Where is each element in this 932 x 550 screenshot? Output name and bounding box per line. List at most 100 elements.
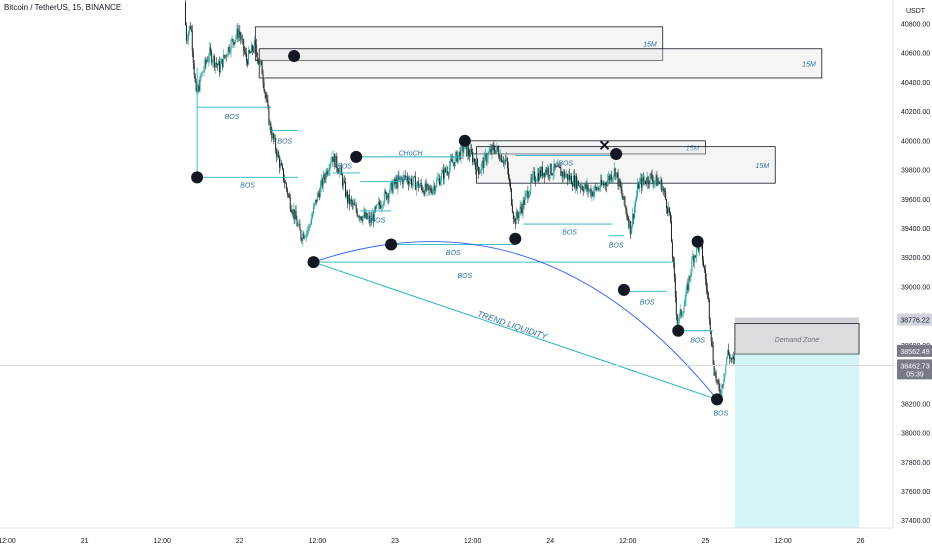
- candle-body: [649, 173, 651, 184]
- candle-body: [374, 207, 376, 222]
- candle-body: [309, 225, 311, 227]
- candle-body: [317, 193, 319, 195]
- candle-body: [282, 168, 284, 181]
- y-tick-label: 38200.00: [901, 401, 930, 408]
- candle-body: [557, 164, 559, 167]
- candle-body: [200, 76, 202, 77]
- candle-body: [653, 181, 655, 185]
- candle-body: [490, 149, 492, 154]
- swing-point: [672, 324, 685, 337]
- candle-body: [336, 156, 338, 169]
- bos-label: BOS: [240, 183, 255, 190]
- candle-body: [576, 180, 578, 189]
- candle-body: [194, 74, 196, 82]
- candle-body: [672, 257, 674, 263]
- bos-label: BOS: [277, 139, 292, 146]
- candle-body: [204, 59, 206, 70]
- candle-body: [606, 180, 608, 187]
- candle-body: [326, 170, 328, 175]
- candle-body: [233, 42, 235, 45]
- candle-body: [602, 183, 604, 185]
- candle-body: [350, 199, 352, 202]
- y-tick-label: 39200.00: [901, 255, 930, 262]
- candle-body: [580, 186, 582, 188]
- candle-body: [327, 171, 329, 175]
- candle-body: [704, 270, 706, 280]
- candle-body: [352, 203, 354, 205]
- candle-body: [510, 188, 512, 205]
- candle-body: [683, 305, 685, 313]
- candle-body: [367, 217, 369, 219]
- candle-body: [331, 156, 333, 162]
- candle-body: [674, 277, 676, 297]
- y-tick-label: 39000.00: [901, 284, 930, 291]
- candle-body: [214, 56, 216, 68]
- candle-body: [338, 171, 340, 174]
- candle-body: [694, 255, 696, 263]
- candle-body: [375, 207, 377, 209]
- candle-body: [250, 45, 252, 53]
- candles-layer: [184, 0, 735, 406]
- candle-body: [714, 372, 716, 376]
- y-tick-label: 38000.00: [901, 431, 930, 438]
- candle-body: [316, 193, 318, 203]
- candle-body: [245, 52, 247, 54]
- candle-body: [496, 146, 498, 150]
- candle-body: [305, 236, 307, 238]
- candle-body: [290, 208, 292, 212]
- candle-body: [502, 161, 504, 163]
- candle-body: [547, 168, 549, 176]
- candle-body: [223, 54, 225, 58]
- y-tick-label: 39400.00: [901, 226, 930, 233]
- candle-body: [390, 182, 392, 185]
- candle-body: [231, 39, 233, 41]
- candle-body: [673, 262, 675, 278]
- candle-body: [607, 175, 609, 181]
- candle-body: [501, 155, 503, 162]
- x-tick-label: 12:00: [619, 538, 637, 545]
- candle-body: [705, 279, 707, 289]
- candle-body: [438, 178, 440, 180]
- candle-body: [565, 175, 567, 178]
- x-tick-label: 24: [546, 538, 554, 545]
- candle-body: [638, 181, 640, 189]
- candle-body: [341, 167, 343, 176]
- candle-body: [470, 148, 472, 157]
- candle-body: [424, 183, 426, 196]
- candle-body: [434, 185, 436, 192]
- candle-body: [300, 230, 302, 240]
- candle-body: [659, 182, 661, 185]
- candle-body: [494, 150, 496, 153]
- y-tick-label: 40400.00: [901, 80, 930, 87]
- candle-body: [458, 151, 460, 156]
- candle-body: [377, 204, 379, 206]
- candle-body: [687, 284, 689, 291]
- candle-body: [216, 62, 218, 65]
- candle-body: [492, 145, 494, 147]
- candle-body: [404, 175, 406, 177]
- candle-body: [335, 156, 337, 168]
- candle-body: [463, 149, 465, 153]
- candle-body: [275, 138, 277, 151]
- candle-body: [628, 220, 630, 228]
- candle-body: [676, 314, 678, 327]
- candle-body: [671, 242, 673, 258]
- candle-body: [410, 178, 412, 186]
- candle-body: [217, 61, 219, 66]
- candle-body: [644, 180, 646, 184]
- candle-body: [728, 349, 730, 355]
- candle-body: [485, 154, 487, 162]
- candle-body: [368, 216, 370, 218]
- candle-body: [707, 292, 709, 299]
- candle-body: [691, 258, 693, 273]
- y-tick-label: 37400.00: [901, 518, 930, 525]
- candle-body: [267, 100, 269, 107]
- candle-body: [554, 163, 556, 168]
- candle-body: [504, 160, 506, 164]
- candle-body: [318, 193, 320, 198]
- choch-label: CHoCH: [398, 150, 423, 157]
- candle-body: [248, 50, 250, 65]
- candle-body: [239, 31, 241, 36]
- swing-point: [307, 256, 320, 269]
